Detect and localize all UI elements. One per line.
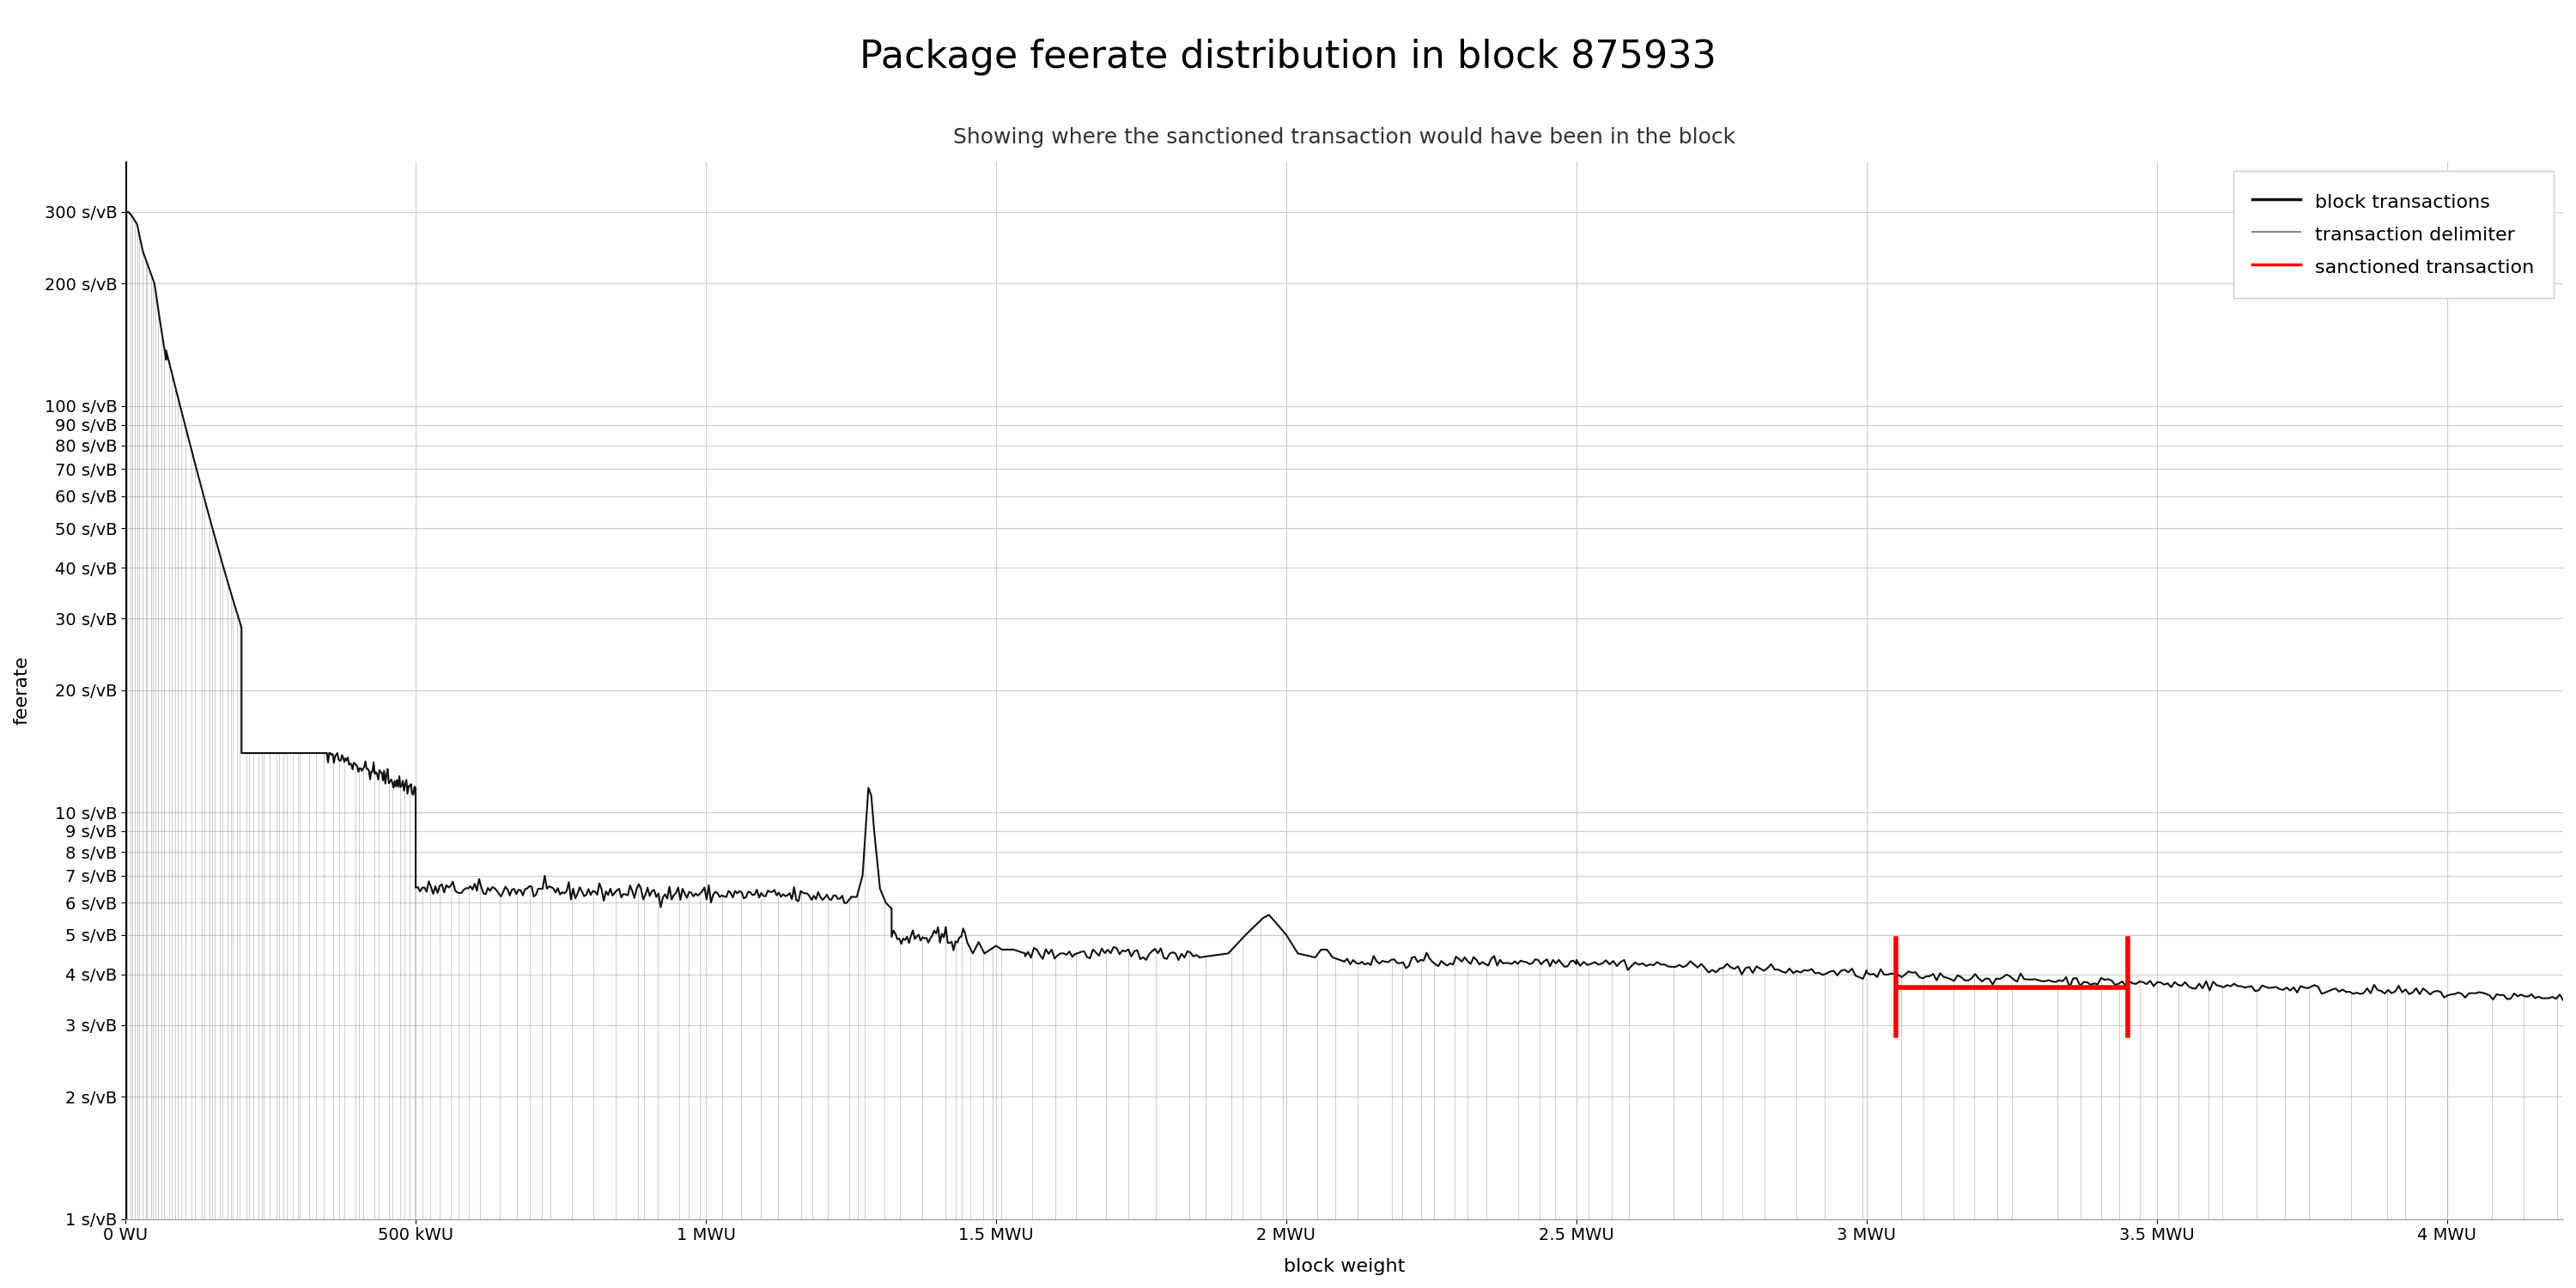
Title: Showing where the sanctioned transaction would have been in the block: Showing where the sanctioned transaction… [953,128,1736,148]
Text: Package feerate distribution in block 875933: Package feerate distribution in block 87… [860,39,1716,76]
X-axis label: block weight: block weight [1283,1258,1404,1275]
Legend: block transactions, transaction delimiter, sanctioned transaction: block transactions, transaction delimite… [2233,171,2553,298]
Y-axis label: feerate: feerate [13,656,31,725]
